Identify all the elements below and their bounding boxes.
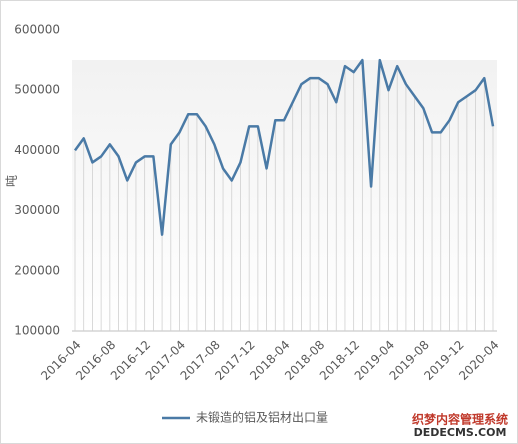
series-line bbox=[73, 58, 495, 236]
y-tick-label: 100000 bbox=[14, 324, 60, 338]
watermark: 织梦内容管理系统 DEDECMS.COM bbox=[412, 412, 508, 440]
plot-background bbox=[72, 60, 497, 331]
legend-label: 未锻造的铝及铝材出口量 bbox=[196, 410, 328, 425]
watermark-line1: 织梦内容管理系统 bbox=[412, 412, 508, 427]
y-tick-label: 500000 bbox=[14, 83, 60, 97]
y-tick-label: 200000 bbox=[14, 263, 60, 277]
y-axis-label: 吨 bbox=[5, 175, 19, 187]
watermark-line2: DEDECMS.COM bbox=[414, 426, 507, 439]
y-tick-label: 300000 bbox=[14, 203, 60, 217]
y-tick-label: 600000 bbox=[14, 23, 60, 37]
y-tick-label: 400000 bbox=[14, 143, 60, 157]
